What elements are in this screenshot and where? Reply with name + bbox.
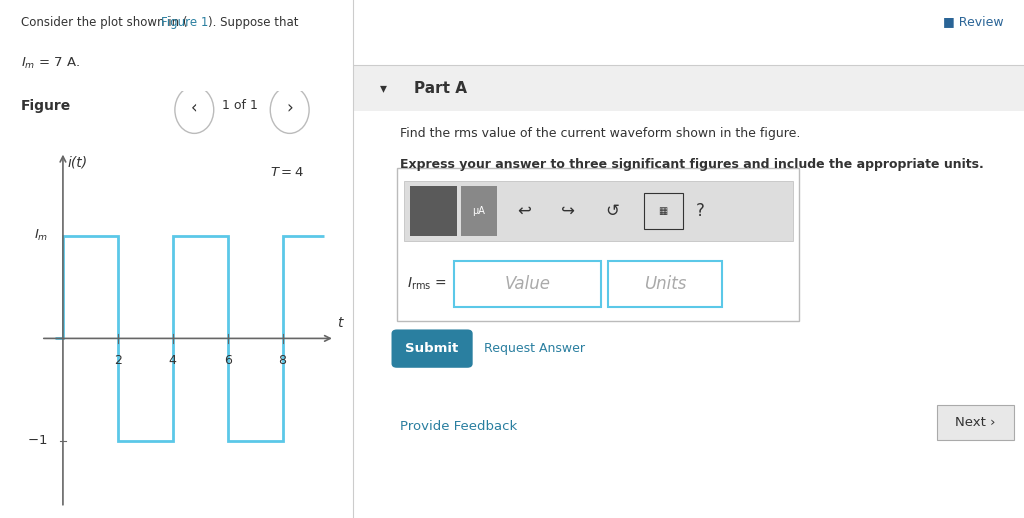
Text: Value: Value [505,275,551,293]
Text: t: t [338,316,343,330]
Text: $I_m$: $I_m$ [34,228,48,243]
Text: ?: ? [695,202,705,220]
Text: ▦: ▦ [658,206,668,216]
FancyBboxPatch shape [353,65,1024,111]
FancyBboxPatch shape [391,329,473,368]
FancyBboxPatch shape [403,181,793,241]
Text: ›: › [287,99,293,117]
Text: 6: 6 [224,354,231,367]
Text: Provide Feedback: Provide Feedback [400,420,517,433]
Text: Request Answer: Request Answer [484,342,585,355]
Text: Find the rms value of the current waveform shown in the figure.: Find the rms value of the current wavefo… [400,127,801,140]
Text: ↪: ↪ [561,202,575,220]
Text: Express your answer to three significant figures and include the appropriate uni: Express your answer to three significant… [400,158,984,171]
Text: ). Suppose that: ). Suppose that [209,16,299,30]
FancyBboxPatch shape [411,186,458,236]
Text: ‹: ‹ [191,99,198,117]
Text: Figure: Figure [22,99,72,113]
Text: Consider the plot shown in (: Consider the plot shown in ( [22,16,187,30]
Text: ↺: ↺ [605,202,618,220]
Text: Units: Units [644,275,686,293]
Text: 1 of 1: 1 of 1 [222,99,258,112]
Text: ↩: ↩ [517,202,531,220]
Text: ■ Review: ■ Review [943,16,1004,28]
FancyBboxPatch shape [454,261,601,307]
FancyBboxPatch shape [937,405,1014,440]
Text: 2: 2 [114,354,122,367]
Text: 8: 8 [279,354,287,367]
Text: μA: μA [473,206,485,216]
Text: Submit: Submit [406,342,459,355]
FancyBboxPatch shape [608,261,722,307]
FancyBboxPatch shape [461,186,498,236]
Text: Next ›: Next › [955,416,995,429]
Text: Figure 1: Figure 1 [161,16,208,30]
Text: 4: 4 [169,354,177,367]
Text: i(t): i(t) [68,156,88,170]
Text: $I_m$ = 7 A.: $I_m$ = 7 A. [22,56,81,71]
FancyBboxPatch shape [397,168,800,321]
Text: $-1$: $-1$ [28,435,48,448]
Text: Part A: Part A [414,81,467,95]
Text: ▾: ▾ [380,81,387,95]
Text: $I_\mathrm{rms}$ =: $I_\mathrm{rms}$ = [407,276,446,292]
Text: $T = 4$: $T = 4$ [270,166,304,179]
